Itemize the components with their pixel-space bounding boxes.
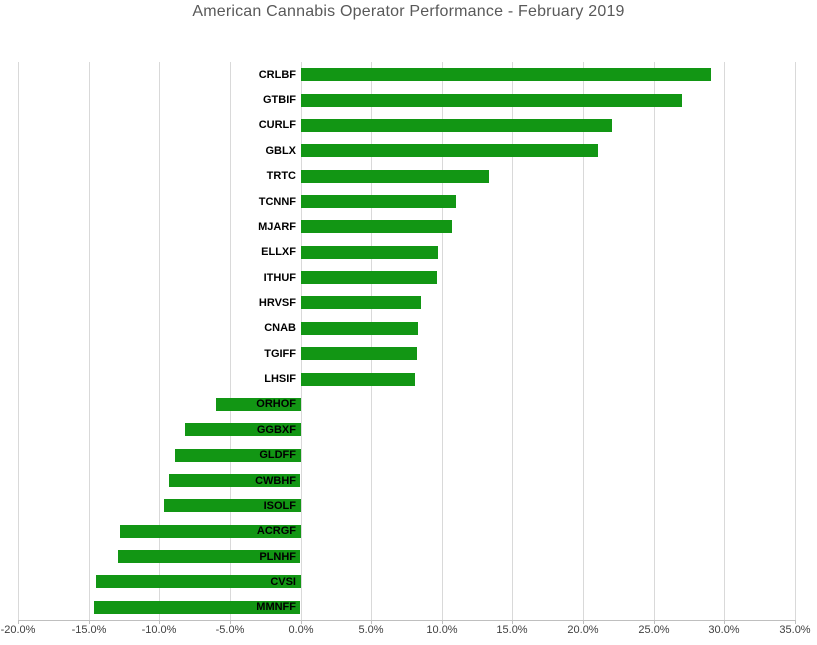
category-label-ellxf: ELLXF [261, 246, 296, 258]
category-label-ggbxf: GGBXF [256, 424, 296, 436]
gridline [724, 62, 725, 620]
category-label-lhsif: LHSIF [264, 373, 296, 385]
bar-trtc [301, 170, 489, 183]
x-tick-mark [512, 620, 513, 624]
gridline [89, 62, 90, 620]
x-tick-mark [654, 620, 655, 624]
chart-title: American Cannabis Operator Performance -… [192, 3, 625, 20]
x-axis-line [18, 620, 795, 621]
x-tick-mark [159, 620, 160, 624]
bar-mmnff [94, 601, 300, 614]
category-label-cvsi: CVSI [270, 576, 296, 588]
category-label-gtbif: GTBIF [263, 94, 296, 106]
category-label-gldff: GLDFF [259, 449, 296, 461]
x-tick-label: 25.0% [638, 624, 670, 636]
bar-ggbxf [185, 423, 301, 436]
gridline [654, 62, 655, 620]
bar-gldff [175, 449, 301, 462]
bar-cwbhf [169, 474, 300, 487]
category-label-cwbhf: CWBHF [255, 475, 296, 487]
x-tick-mark [795, 620, 796, 624]
bar-gblx [301, 144, 598, 157]
bar-isolf [164, 499, 301, 512]
category-label-mjarf: MJARF [258, 221, 296, 233]
x-tick-mark [18, 620, 19, 624]
gridline [583, 62, 584, 620]
bar-crlbf [301, 68, 711, 81]
x-tick-label: 30.0% [708, 624, 740, 636]
category-label-tgiff: TGIFF [264, 348, 296, 360]
bar-tcnnf [301, 195, 456, 208]
x-tick-mark [724, 620, 725, 624]
gridline [442, 62, 443, 620]
category-label-acrgf: ACRGF [256, 525, 296, 537]
x-tick-label: -10.0% [141, 624, 177, 636]
x-tick-label: 5.0% [358, 624, 384, 636]
bar-acrgf [120, 525, 301, 538]
category-label-curlf: CURLF [258, 119, 296, 131]
x-tick-mark [89, 620, 90, 624]
x-tick-label: 15.0% [496, 624, 528, 636]
x-tick-label: -15.0% [71, 624, 107, 636]
gridline [795, 62, 796, 620]
x-tick-mark [583, 620, 584, 624]
x-tick-label: 35.0% [779, 624, 811, 636]
category-label-crlbf: CRLBF [258, 69, 296, 81]
bar-orhof [216, 398, 301, 411]
bar-cnab [301, 322, 418, 335]
category-label-trtc: TRTC [266, 170, 296, 182]
category-label-hrvsf: HRVSF [258, 297, 296, 309]
x-tick-label: 0.0% [288, 624, 314, 636]
x-tick-label: 20.0% [567, 624, 599, 636]
bar-tgiff [301, 347, 417, 360]
category-label-orhof: ORHOF [256, 398, 296, 410]
x-tick-mark [230, 620, 231, 624]
bar-ithuf [301, 271, 437, 284]
x-tick-mark [442, 620, 443, 624]
category-label-mmnff: MMNFF [256, 601, 296, 613]
gridline [371, 62, 372, 620]
bar-gtbif [301, 94, 682, 107]
bar-curlf [301, 119, 612, 132]
category-label-cnab: CNAB [264, 322, 296, 334]
category-label-tcnnf: TCNNF [258, 196, 296, 208]
category-label-isolf: ISOLF [263, 500, 296, 512]
category-label-ithuf: ITHUF [263, 272, 296, 284]
gridline [18, 62, 19, 620]
category-label-gblx: GBLX [265, 145, 296, 157]
bar-ellxf [301, 246, 438, 259]
gridline [159, 62, 160, 620]
bar-lhsif [301, 373, 415, 386]
gridline [301, 62, 302, 620]
x-tick-label: -20.0% [0, 624, 36, 636]
x-tick-label: -5.0% [215, 624, 245, 636]
bar-plnhf [118, 550, 300, 563]
plot-area: CRLBF GTBIF CURLF GBLX TRTC TCNNF MJARF ELLXF IT… [18, 62, 796, 621]
bar-hrvsf [301, 296, 421, 309]
x-tick-mark [301, 620, 302, 624]
x-tick-mark [371, 620, 372, 624]
x-tick-label: 10.0% [426, 624, 458, 636]
category-label-plnhf: PLNHF [259, 551, 296, 563]
gridline [512, 62, 513, 620]
gridline [230, 62, 231, 620]
bar-mjarf [301, 220, 452, 233]
bar-cvsi [96, 575, 301, 588]
